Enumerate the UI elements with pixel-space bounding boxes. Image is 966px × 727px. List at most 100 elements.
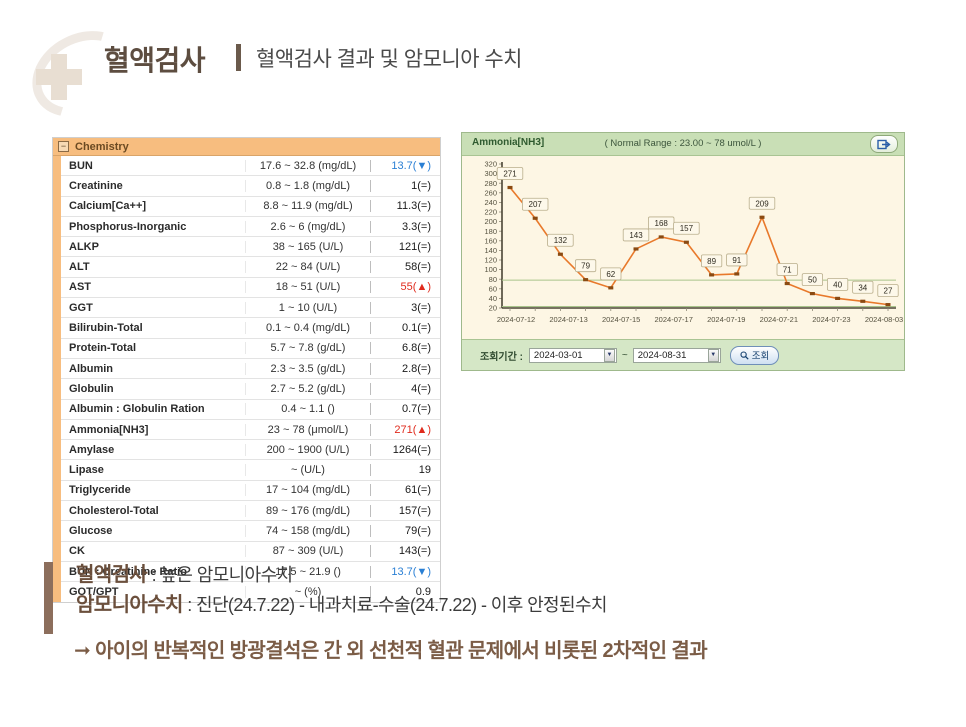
svg-text:220: 220 [484, 208, 497, 217]
test-name: Calcium[Ca++] [69, 200, 147, 213]
date-from-input[interactable]: 2024-03-01 ▼ [528, 347, 617, 363]
title-divider [236, 44, 241, 71]
test-value: 2.8(=) [370, 362, 440, 375]
reference-range: 23 ~ 78 (μmol/L) [245, 423, 370, 436]
svg-text:60: 60 [489, 284, 497, 293]
ammonia-chart-panel: Ammonia[NH3] ( Normal Range : 23.00 ~ 78… [461, 132, 905, 371]
note-2-key: 암모니아수치 [76, 594, 183, 616]
table-row[interactable]: Bilirubin-Total 0.1 ~ 0.4 (mg/dL) 0.1(=) [61, 318, 440, 339]
reference-range: 17.6 ~ 32.8 (mg/dL) [245, 159, 370, 172]
reference-range: 1 ~ 10 (U/L) [245, 301, 370, 314]
expand-icon[interactable] [870, 135, 898, 153]
svg-text:180: 180 [484, 227, 497, 236]
test-name: AST [69, 281, 91, 294]
table-row[interactable]: ALT 22 ~ 84 (U/L) 58(=) [61, 257, 440, 278]
table-row[interactable]: ALKP 38 ~ 165 (U/L) 121(=) [61, 237, 440, 258]
reference-range: 5.7 ~ 7.8 (g/dL) [245, 342, 370, 355]
table-row[interactable]: AST 18 ~ 51 (U/L) 55(▲) [61, 278, 440, 299]
table-row[interactable]: Cholesterol-Total 89 ~ 176 (mg/dL) 157(=) [61, 501, 440, 522]
table-row[interactable]: Protein-Total 5.7 ~ 7.8 (g/dL) 6.8(=) [61, 339, 440, 359]
chevron-down-icon[interactable]: ▼ [603, 348, 615, 362]
table-row[interactable]: BUN : Creatinine Ratio 17.5 ~ 21.9 () 13.7… [61, 562, 440, 583]
test-value: 6.8(=) [370, 342, 440, 355]
test-value: 58(=) [370, 261, 440, 274]
svg-text:260: 260 [484, 188, 497, 197]
reference-range: 8.8 ~ 11.9 (mg/dL) [245, 200, 370, 213]
date-to-value: 2024-08-31 [637, 349, 687, 361]
table-row[interactable]: Albumin : Globulin Ration 0.4 ~ 1.1 () 0.7… [61, 400, 440, 420]
svg-text:50: 50 [808, 276, 817, 285]
chemistry-row-list: BUN 17.6 ~ 32.8 (mg/dL) 13.7(▼) Creatinine 0… [61, 156, 440, 602]
table-row[interactable]: GGT 1 ~ 10 (U/L) 3(=) [61, 298, 440, 319]
test-name: Ammonia[NH3] [69, 423, 149, 436]
test-value: 11.3(=) [370, 200, 440, 213]
table-row[interactable]: Triglyceride 17 ~ 104 (mg/dL) 61(=) [61, 481, 440, 502]
test-name: Phosphorus-Inorganic [69, 220, 187, 233]
note-line-2: 암모니아수치 : 진단(24.7.22) - 내과치료-수술(24.7.22) … [76, 590, 944, 620]
chart-query-bar: 조회기간 : 2024-03-01 ▼ ~ 2024-08-31 ▼ 조회 [462, 339, 904, 370]
table-row[interactable]: Glucose 74 ~ 158 (mg/dL) 79(=) [61, 521, 440, 542]
chemistry-section-header[interactable]: − Chemistry [53, 138, 440, 156]
test-name: Triglyceride [69, 484, 131, 497]
svg-text:168: 168 [655, 219, 669, 228]
table-row[interactable]: Globulin 2.7 ~ 5.2 (g/dL) 4(=) [61, 379, 440, 400]
table-row[interactable]: Ammonia[NH3] 23 ~ 78 (μmol/L) 271(▲) [61, 420, 440, 441]
svg-text:40: 40 [489, 294, 497, 303]
chevron-down-icon[interactable]: ▼ [707, 348, 719, 362]
chart-normal-range-text: ( Normal Range : 23.00 ~ 78 umol/L ) [604, 138, 762, 149]
reference-range: 89 ~ 176 (mg/dL) [245, 504, 370, 517]
table-row[interactable]: Lipase ~ (U/L) 19 [61, 460, 440, 481]
reference-range: 2.6 ~ 6 (mg/dL) [245, 220, 370, 233]
collapse-icon[interactable]: − [58, 141, 69, 152]
table-row[interactable]: BUN 17.6 ~ 32.8 (mg/dL) 13.7(▼) [61, 156, 440, 177]
search-button[interactable]: 조회 [729, 345, 780, 365]
date-from-value: 2024-03-01 [533, 349, 583, 361]
table-row[interactable]: Amylase 200 ~ 1900 (U/L) 1264(=) [61, 440, 440, 461]
test-name: Glucose [69, 524, 113, 537]
svg-text:2024-07-12: 2024-07-12 [497, 315, 535, 324]
medical-cross-icon [36, 54, 82, 100]
svg-text:80: 80 [489, 275, 497, 284]
reference-range: 38 ~ 165 (U/L) [245, 240, 370, 253]
search-button-label: 조회 [751, 351, 770, 362]
svg-text:280: 280 [484, 179, 497, 188]
test-name: Globulin [69, 382, 114, 395]
table-row[interactable]: Albumin 2.3 ~ 3.5 (g/dL) 2.8(=) [61, 359, 440, 380]
svg-text:100: 100 [484, 265, 497, 274]
test-value: 3(=) [370, 301, 440, 314]
table-row[interactable]: CK 87 ~ 309 (U/L) 143(=) [61, 542, 440, 562]
reference-range: 200 ~ 1900 (U/L) [245, 443, 370, 456]
date-to-input[interactable]: 2024-08-31 ▼ [632, 347, 721, 363]
svg-text:132: 132 [554, 236, 568, 245]
test-value: 1264(=) [370, 443, 440, 456]
reference-range: 17 ~ 104 (mg/dL) [245, 484, 370, 497]
test-value: 143(=) [370, 545, 440, 558]
svg-text:140: 140 [484, 246, 497, 255]
svg-text:209: 209 [755, 199, 769, 208]
test-name: Amylase [69, 443, 115, 456]
svg-text:71: 71 [783, 266, 792, 275]
svg-text:2024-07-17: 2024-07-17 [655, 315, 693, 324]
note-2-text: : 진단(24.7.22) - 내과치료-수술(24.7.22) - 이후 안정… [182, 595, 607, 615]
table-row[interactable]: GOT/GPT ~ (%) 0.9 [61, 582, 440, 601]
test-value: 0.1(=) [370, 322, 440, 335]
page-header: 혈액검사 혈액검사 결과 및 암모니아 수치 [0, 14, 966, 134]
svg-text:20: 20 [489, 304, 497, 313]
panel-accent-stripe [53, 156, 61, 602]
test-value: 55(▲) [370, 281, 440, 294]
test-value: 1(=) [370, 179, 440, 192]
test-name: Protein-Total [69, 342, 137, 355]
test-name: BUN [69, 159, 93, 172]
table-row[interactable]: Creatinine 0.8 ~ 1.8 (mg/dL) 1(=) [61, 176, 440, 197]
test-value: 79(=) [370, 524, 440, 537]
svg-text:34: 34 [858, 283, 867, 292]
svg-text:2024-07-21: 2024-07-21 [760, 315, 798, 324]
reference-range: 0.1 ~ 0.4 (mg/dL) [245, 322, 370, 335]
table-row[interactable]: Phosphorus-Inorganic 2.6 ~ 6 (mg/dL) 3.3(=… [61, 217, 440, 238]
chemistry-section-title: Chemistry [75, 140, 129, 153]
test-name: BUN : Creatinine Ratio [69, 565, 187, 578]
line-chart-svg: 2040608010012014016018020022024026028030… [484, 160, 903, 324]
test-name: ALKP [69, 240, 99, 253]
table-row[interactable]: Calcium[Ca++] 8.8 ~ 11.9 (mg/dL) 11.3(=) [61, 197, 440, 217]
svg-text:62: 62 [606, 270, 615, 279]
